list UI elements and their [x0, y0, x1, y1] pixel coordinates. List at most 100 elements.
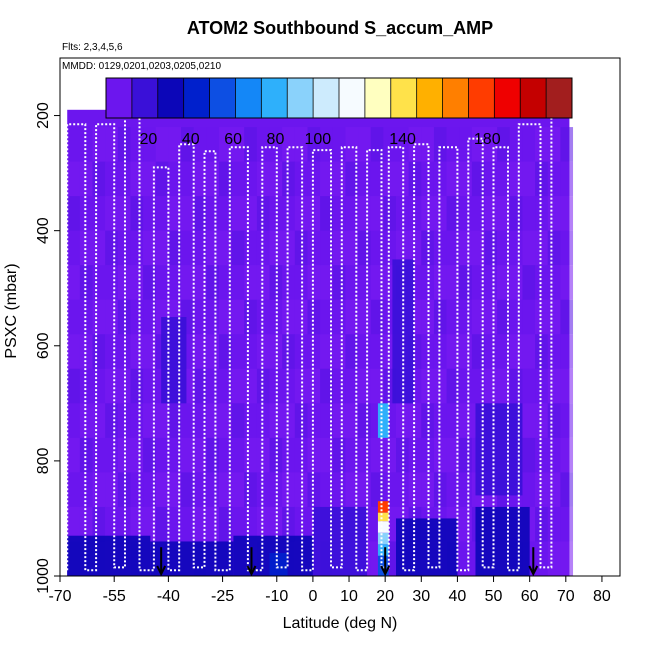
heatmap-cell	[218, 230, 232, 266]
heatmap-cell	[547, 368, 561, 404]
heatmap-cell	[256, 196, 270, 231]
y-tick-label: 1000	[35, 558, 52, 594]
heatmap-cell	[117, 265, 131, 300]
heatmap-cell	[231, 161, 245, 197]
heatmap-cell	[193, 472, 207, 507]
y-tick-label: 200	[35, 102, 52, 129]
heatmap-cell	[206, 472, 219, 507]
heatmap-cell	[206, 334, 219, 369]
heatmap-cell	[256, 368, 270, 404]
heatmap-cell	[294, 196, 308, 231]
heatmap-cell	[547, 196, 561, 231]
heatmap-cell	[143, 127, 156, 162]
heatmap-cell	[67, 265, 80, 300]
heatmap-cell	[168, 161, 182, 197]
heatmap-cell	[307, 437, 321, 473]
heatmap-cell	[92, 196, 106, 231]
heatmap-cell	[193, 437, 207, 473]
heatmap-cell	[421, 299, 434, 335]
heatmap-cell	[332, 161, 346, 197]
x-tick-label: 60	[521, 588, 539, 605]
plot-frame	[59, 57, 621, 577]
heatmap-cell	[509, 196, 523, 231]
heatmap-cell	[206, 161, 219, 197]
heatmap-cell	[446, 472, 460, 507]
colorbar-swatch	[235, 78, 262, 118]
heatmap-cell	[396, 437, 409, 473]
heatmap-cell	[168, 403, 182, 438]
heatmap-cell	[484, 368, 498, 404]
heatmap-cell	[218, 437, 232, 473]
heatmap-cell	[155, 403, 169, 438]
heatmap-cell	[345, 403, 359, 438]
heatmap-cell	[522, 437, 536, 473]
heatmap-cell	[130, 230, 144, 266]
heatmap-cell	[269, 161, 283, 197]
heatmap-cell	[117, 127, 131, 162]
heatmap-cell	[446, 265, 460, 300]
heatmap-cell	[92, 299, 106, 335]
heatmap-cell	[117, 437, 131, 473]
colorbar-swatch	[131, 78, 159, 118]
heatmap-cell	[218, 506, 232, 542]
heatmap-cell	[358, 299, 371, 335]
heatmap-cell	[231, 127, 245, 162]
heatmap-cell	[105, 472, 118, 507]
chart-title: ATOM2 Southbound S_accum_AMP	[186, 18, 494, 38]
heatmap-cell	[332, 403, 346, 438]
heatmap-cell	[509, 334, 523, 369]
heatmap-cell	[67, 230, 80, 266]
flight-track-line	[66, 114, 570, 572]
colorbar-swatch	[157, 78, 185, 118]
heatmap-cell	[560, 230, 574, 266]
heatmap-cell	[143, 472, 156, 507]
heatmap-cell	[421, 403, 434, 438]
heatmap-cell	[181, 403, 194, 438]
heatmap-cell	[320, 161, 333, 197]
heatmap-cell	[92, 161, 106, 197]
heatmap-cell	[396, 127, 409, 162]
heatmap-high-cell	[377, 501, 389, 513]
heatmap-patch	[396, 518, 458, 576]
heatmap-cell	[383, 196, 396, 231]
heatmap-cell	[193, 506, 207, 542]
colorbar-swatch	[339, 78, 366, 118]
heatmap-cell	[244, 472, 257, 507]
colorbar-tick-label: 60	[224, 131, 242, 148]
heatmap-cell	[244, 265, 257, 300]
heatmap-cell	[345, 368, 359, 404]
heatmap-cell	[181, 265, 194, 300]
heatmap-cell	[320, 265, 333, 300]
heatmap-cell	[193, 334, 207, 369]
colorbar-swatch	[416, 78, 444, 118]
heatmap-cell	[294, 334, 308, 369]
down-arrow-head	[156, 565, 167, 577]
heatmap-cell	[155, 506, 169, 542]
heatmap-cell	[535, 506, 548, 542]
heatmap-cell	[244, 299, 257, 335]
heatmap-cell	[358, 403, 371, 438]
heatmap-cell	[79, 265, 93, 300]
heatmap-cell	[320, 299, 333, 335]
heatmap-cell	[105, 403, 118, 438]
colorbar-swatch	[390, 78, 418, 118]
heatmap-cell	[117, 230, 131, 266]
heatmap-cell	[560, 265, 574, 300]
heatmap-cell	[143, 506, 156, 542]
heatmap-cell	[408, 403, 422, 438]
heatmap-cell	[345, 161, 359, 197]
y-tick-label: 800	[35, 447, 52, 474]
heatmap-cell	[370, 299, 384, 335]
x-tick-label: -25	[211, 588, 234, 605]
heatmap-cell	[560, 506, 574, 542]
profile-arrows	[156, 547, 539, 577]
heatmap-cell	[67, 127, 80, 162]
heatmap-cell	[269, 368, 283, 404]
heatmap-cell	[509, 368, 523, 404]
heatmap-cell	[67, 437, 80, 473]
heatmap-cell	[320, 127, 333, 162]
heatmap-cell	[358, 161, 371, 197]
heatmap-cell	[471, 368, 485, 404]
heatmap-cell	[547, 265, 561, 300]
heatmap-cell	[231, 472, 245, 507]
